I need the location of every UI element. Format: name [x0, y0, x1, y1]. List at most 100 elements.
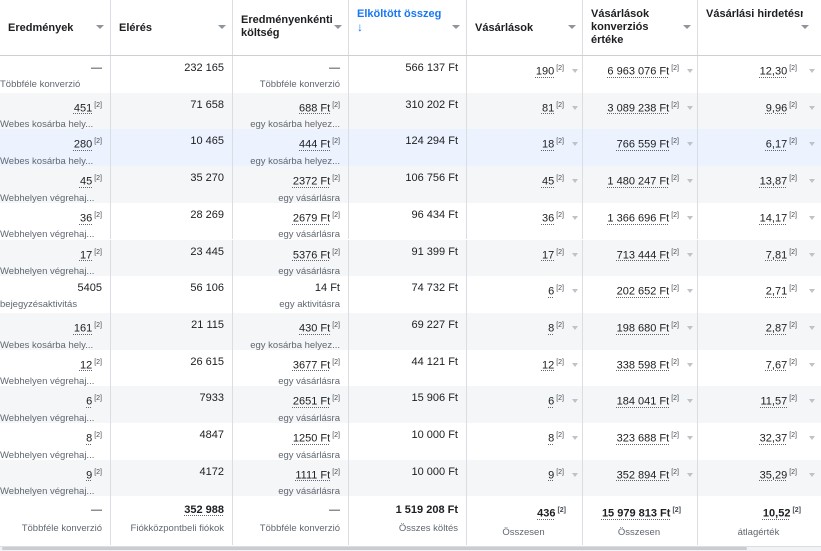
chevron-down-icon[interactable] [687, 472, 693, 477]
roas-value-number[interactable]: 12,30 [759, 65, 788, 78]
chevron-down-icon[interactable] [687, 105, 693, 110]
chevron-down-icon[interactable] [687, 215, 693, 220]
chevron-down-icon[interactable] [687, 289, 693, 294]
cost-value-number[interactable]: 2372 Ft [292, 175, 331, 188]
chevron-down-icon[interactable] [572, 179, 578, 184]
cost-value-number[interactable]: 688 Ft [299, 102, 331, 115]
purchase-value-value-number[interactable]: 323 688 Ft [616, 432, 670, 445]
purchases-value-number[interactable]: 36 [541, 212, 555, 225]
chevron-down-icon[interactable] [809, 436, 815, 440]
purchase-value-value-number[interactable]: 184 041 Ft [616, 395, 670, 408]
cost-value-number[interactable]: 430 Ft [299, 322, 331, 335]
chevron-down-icon[interactable] [687, 179, 693, 184]
column-header-amount-spent[interactable]: Elköltött összeg ↓ [349, 0, 467, 55]
purchases-value-number[interactable]: 81 [541, 102, 555, 115]
column-header-cost-per-result[interactable]: Eredményenkénti költség [233, 0, 349, 55]
chevron-down-icon[interactable] [218, 25, 226, 29]
cost-value-number[interactable]: 2679 Ft [292, 212, 331, 225]
total-value-number[interactable]: 15 979 813 Ft [601, 508, 671, 521]
purchases-value-number[interactable]: 6 [548, 395, 555, 408]
results-value-number[interactable]: 161 [73, 322, 93, 335]
purchases-value-number[interactable]: 18 [541, 139, 555, 152]
purchases-value-number[interactable]: 190 [535, 65, 555, 78]
roas-value-number[interactable]: 32,37 [759, 432, 788, 445]
chevron-down-icon[interactable] [809, 252, 815, 257]
purchases-value-number[interactable]: 9 [548, 469, 555, 482]
horizontal-scrollbar[interactable] [0, 547, 821, 551]
purchase-value-value-number[interactable]: 338 598 Ft [616, 359, 670, 372]
chevron-down-icon[interactable] [687, 252, 693, 257]
purchase-value-value-number[interactable]: 3 089 238 Ft [607, 102, 670, 115]
cost-value-number[interactable]: 1250 Ft [292, 432, 331, 445]
cost-value-number[interactable]: 1111 Ft [295, 469, 331, 482]
chevron-down-icon[interactable] [809, 69, 815, 73]
chevron-down-icon[interactable] [801, 25, 809, 29]
results-value-number[interactable]: 451 [73, 102, 93, 115]
results-value-number[interactable]: 17 [79, 249, 93, 262]
cost-value-number[interactable]: 2651 Ft [292, 395, 331, 408]
chevron-down-icon[interactable] [809, 142, 815, 147]
purchase-value-value-number[interactable]: 198 680 Ft [616, 322, 670, 335]
roas-value-number[interactable]: 7,81 [765, 249, 788, 262]
chevron-down-icon[interactable] [96, 25, 104, 29]
chevron-down-icon[interactable] [809, 289, 815, 294]
roas-value-number[interactable]: 14,17 [759, 212, 788, 225]
purchases-value-number[interactable]: 8 [548, 322, 555, 335]
chevron-down-icon[interactable] [687, 362, 693, 367]
purchase-value-value-number[interactable]: 713 444 Ft [616, 249, 670, 262]
purchases-value-number[interactable]: 6 [548, 285, 555, 298]
chevron-down-icon[interactable] [809, 362, 815, 367]
purchase-value-value-number[interactable]: 352 894 Ft [616, 469, 670, 482]
roas-value-number[interactable]: 35,29 [759, 469, 788, 482]
purchase-value-value-number[interactable]: 1 480 247 Ft [607, 175, 670, 188]
column-header-roas[interactable]: Vásárlási hirdetésmegtérülés (ROAS) [698, 0, 821, 55]
chevron-down-icon[interactable] [572, 472, 578, 477]
chevron-down-icon[interactable] [687, 399, 693, 404]
chevron-down-icon[interactable] [687, 325, 693, 330]
roas-value-number[interactable]: 7,67 [765, 359, 788, 372]
roas-value-number[interactable]: 2,87 [765, 322, 788, 335]
chevron-down-icon[interactable] [687, 69, 693, 73]
roas-value-number[interactable]: 11,57 [760, 395, 788, 408]
results-value-number[interactable]: 9 [86, 469, 93, 482]
chevron-down-icon[interactable] [809, 325, 815, 330]
column-header-reach[interactable]: Elérés [111, 0, 233, 55]
chevron-down-icon[interactable] [572, 105, 578, 110]
column-header-purchases[interactable]: Vásárlások [467, 0, 583, 55]
total-purchases-number[interactable]: 436 [537, 508, 556, 521]
chevron-down-icon[interactable] [687, 142, 693, 147]
chevron-down-icon[interactable] [572, 325, 578, 330]
chevron-down-icon[interactable] [572, 362, 578, 367]
results-value-number[interactable]: 36 [79, 212, 93, 225]
chevron-down-icon[interactable] [572, 215, 578, 220]
purchases-value-number[interactable]: 8 [548, 432, 555, 445]
results-value-number[interactable]: 280 [73, 139, 93, 152]
chevron-down-icon[interactable] [572, 252, 578, 257]
chevron-down-icon[interactable] [572, 289, 578, 294]
scrollbar-thumb[interactable] [2, 547, 747, 550]
column-header-results[interactable]: Eredmények [0, 0, 111, 55]
chevron-down-icon[interactable] [809, 472, 815, 477]
cost-value-number[interactable]: 444 Ft [299, 139, 331, 152]
chevron-down-icon[interactable] [572, 142, 578, 147]
results-value-number[interactable]: 8 [86, 432, 93, 445]
column-header-purchase-value[interactable]: Vásárlások konverziós értéke [583, 0, 698, 55]
chevron-down-icon[interactable] [809, 215, 815, 220]
purchase-value-value-number[interactable]: 6 963 076 Ft [607, 65, 670, 78]
cost-value-number[interactable]: 5376 Ft [292, 249, 331, 262]
purchases-value-number[interactable]: 12 [541, 359, 555, 372]
results-value-number[interactable]: 45 [79, 175, 93, 188]
roas-value-number[interactable]: 6,17 [765, 139, 788, 152]
purchase-value-value-number[interactable]: 1 366 696 Ft [607, 212, 670, 225]
chevron-down-icon[interactable] [687, 436, 693, 440]
chevron-down-icon[interactable] [572, 436, 578, 440]
roas-value-number[interactable]: 9,96 [765, 102, 788, 115]
chevron-down-icon[interactable] [334, 25, 342, 29]
chevron-down-icon[interactable] [572, 399, 578, 404]
purchase-value-value-number[interactable]: 202 652 Ft [616, 285, 670, 298]
roas-value-number[interactable]: 13,87 [759, 175, 788, 188]
chevron-down-icon[interactable] [452, 25, 460, 29]
chevron-down-icon[interactable] [683, 25, 691, 29]
cost-value-number[interactable]: 3677 Ft [292, 359, 331, 372]
total-reach-value[interactable]: 352 988 [184, 504, 224, 517]
